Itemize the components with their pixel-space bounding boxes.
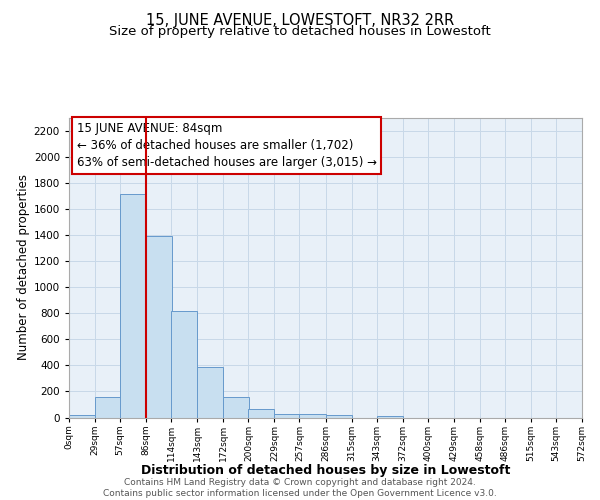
Bar xyxy=(171,310,197,418)
Bar xyxy=(95,398,121,417)
Text: Size of property relative to detached houses in Lowestoft: Size of property relative to detached ho… xyxy=(109,25,491,38)
Bar xyxy=(120,194,146,418)
Bar xyxy=(146,236,172,418)
Bar xyxy=(274,414,301,418)
Bar xyxy=(299,414,326,418)
Text: 15 JUNE AVENUE: 84sqm
← 36% of detached houses are smaller (1,702)
63% of semi-d: 15 JUNE AVENUE: 84sqm ← 36% of detached … xyxy=(77,122,377,169)
Y-axis label: Number of detached properties: Number of detached properties xyxy=(17,174,29,360)
Bar xyxy=(69,415,95,418)
Bar xyxy=(223,396,249,417)
Text: Contains HM Land Registry data © Crown copyright and database right 2024.
Contai: Contains HM Land Registry data © Crown c… xyxy=(103,478,497,498)
Text: 15, JUNE AVENUE, LOWESTOFT, NR32 2RR: 15, JUNE AVENUE, LOWESTOFT, NR32 2RR xyxy=(146,12,454,28)
X-axis label: Distribution of detached houses by size in Lowestoft: Distribution of detached houses by size … xyxy=(141,464,510,476)
Bar xyxy=(248,409,274,418)
Bar xyxy=(377,416,403,418)
Bar xyxy=(325,415,352,418)
Bar xyxy=(197,368,223,418)
